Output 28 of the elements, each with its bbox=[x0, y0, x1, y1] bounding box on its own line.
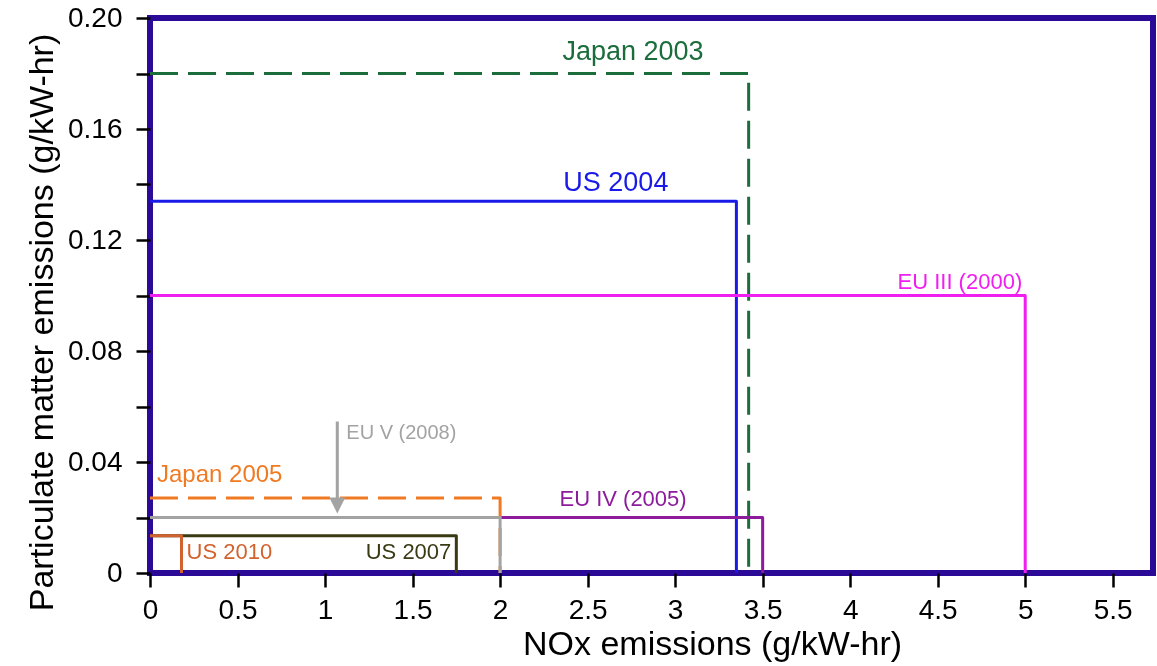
x-tick-label: 5 bbox=[1017, 593, 1034, 625]
x-tick-label: 3 bbox=[667, 593, 684, 625]
series-label: EU IV (2005) bbox=[559, 485, 687, 511]
y-tick-label: 0.04 bbox=[68, 445, 123, 477]
x-tick-label: 0.5 bbox=[218, 593, 258, 625]
x-tick-label: 5.5 bbox=[1093, 593, 1133, 625]
series-label: US 2004 bbox=[563, 167, 669, 198]
x-tick-label: 3.5 bbox=[743, 593, 783, 625]
x-tick-label: 0 bbox=[142, 593, 159, 625]
x-tick-label: 1 bbox=[317, 593, 334, 625]
x-axis-title: NOx emissions (g/kW-hr) bbox=[522, 623, 903, 662]
y-tick-label: 0.16 bbox=[68, 112, 123, 144]
text: EU V (2008) bbox=[346, 420, 457, 443]
y-tick-label: 0.08 bbox=[68, 334, 123, 366]
y-tick-label: 0 bbox=[106, 556, 123, 588]
series-label: Japan 2005 bbox=[157, 460, 283, 488]
x-tick-label: 4 bbox=[842, 593, 859, 625]
x-tick-label: 1.5 bbox=[393, 593, 433, 625]
series-label: Japan 2003 bbox=[562, 35, 704, 66]
x-tick-label: 4.5 bbox=[918, 593, 958, 625]
x-tick-label: 2 bbox=[492, 593, 509, 625]
x-tick-label: 2.5 bbox=[568, 593, 608, 625]
y-tick-label: 0.20 bbox=[68, 1, 123, 33]
series-label: US 2010 bbox=[186, 538, 273, 564]
series-label: EU III (2000) bbox=[897, 268, 1023, 294]
series-label: US 2007 bbox=[365, 538, 452, 564]
y-axis-title: Particulate matter emissions (g/kW-hr) bbox=[22, 33, 60, 612]
y-tick-label: 0.12 bbox=[68, 223, 123, 255]
